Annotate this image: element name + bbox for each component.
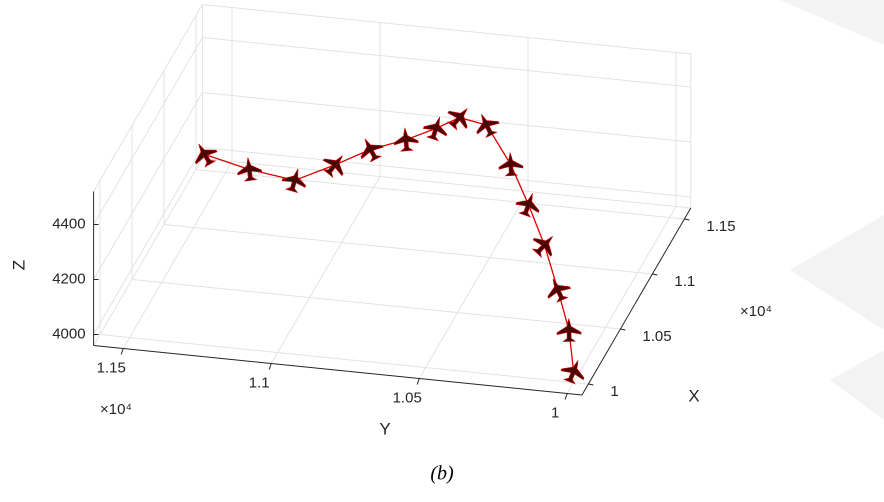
aircraft-marker (194, 143, 218, 168)
x-tick-label: 1.1 (674, 273, 695, 290)
aircraft-body (446, 108, 468, 131)
x-exponent-label: ×10⁴ (740, 303, 772, 320)
aircraft-marker (446, 108, 468, 131)
grid-line (122, 161, 233, 349)
aircraft-marker (476, 114, 500, 139)
x-tick (588, 383, 594, 386)
aircraft-body (393, 127, 419, 152)
watermark-shape (790, 215, 884, 330)
aircraft-marker (531, 236, 553, 259)
x-tick-label: 1.15 (706, 218, 735, 235)
grid-line (163, 224, 653, 275)
axes: 1 1.05 1.1 1.15 1 1.05 1.1 1.15 4000 4200 4400 (52, 191, 736, 421)
aircraft-marker (556, 318, 582, 342)
grid-line (202, 92, 691, 143)
grid-line (418, 191, 529, 379)
watermark-shape (830, 350, 884, 420)
box-edge (93, 158, 203, 346)
aircraft-body (560, 360, 585, 385)
grid-line (202, 147, 691, 198)
grid-line (93, 37, 203, 225)
x-axis-title: X (688, 386, 699, 405)
y-tick-label: 1.05 (393, 389, 422, 406)
y-tick (564, 393, 568, 400)
aircraft-body (547, 278, 571, 303)
z-tick-label: 4200 (52, 270, 85, 287)
grid-line (93, 92, 203, 280)
y-tick (416, 378, 420, 385)
y-axis-title: Y (379, 419, 390, 438)
x-tick (652, 273, 658, 276)
aircraft-body (422, 116, 448, 142)
caption: (b) (430, 463, 454, 485)
aircraft-body (281, 168, 307, 194)
x-tick-label: 1 (610, 383, 618, 400)
grid-line (93, 147, 203, 335)
aircraft-body (360, 138, 384, 163)
x-tick-label: 1.05 (642, 328, 671, 345)
aircraft-marker (322, 155, 344, 179)
aircraft-body (531, 236, 553, 259)
aircraft-body (515, 193, 540, 218)
y-exponent-label: ×10⁴ (100, 401, 132, 418)
aircraft-body (194, 143, 218, 168)
aircraft-marker (422, 116, 448, 142)
watermark (780, 0, 884, 420)
grid (93, 4, 692, 394)
x-tick (620, 328, 626, 331)
x-axis-line (581, 207, 692, 396)
y-tick-label: 1.15 (97, 359, 126, 376)
y-axis-line (93, 345, 583, 396)
box-edge (202, 4, 691, 55)
aircraft-marker (498, 152, 524, 177)
z-tick-label: 4400 (52, 215, 85, 232)
aircraft-marker (281, 168, 307, 194)
trajectory-line (204, 116, 575, 372)
z-axis-title: Z (9, 260, 28, 270)
y-tick (268, 363, 272, 370)
y-tick (120, 348, 124, 355)
box-edge (93, 4, 203, 192)
aircraft-marker (237, 157, 263, 182)
aircraft-marker (547, 278, 571, 303)
grid-line (270, 176, 381, 364)
grid-line (566, 206, 677, 394)
y-tick-label: 1 (551, 404, 559, 421)
aircraft-marker (360, 138, 384, 163)
aircraft-body (237, 157, 263, 182)
box-edge (202, 158, 691, 209)
grid-line (131, 279, 621, 330)
aircraft-body (476, 114, 500, 139)
y-tick-label: 1.1 (249, 374, 270, 391)
z-tick-label: 4000 (52, 325, 85, 342)
aircraft-body (498, 152, 524, 177)
aircraft-marker (560, 360, 585, 385)
x-tick (684, 218, 690, 221)
plot-area (194, 108, 585, 385)
aircraft-body (556, 318, 582, 342)
aircraft-marker (393, 127, 419, 152)
grid-line (202, 37, 691, 88)
aircraft-body (322, 155, 344, 179)
aircraft-marker (515, 193, 540, 218)
grid-line (195, 169, 685, 220)
watermark-shape (780, 0, 884, 45)
grid-line (99, 334, 589, 385)
